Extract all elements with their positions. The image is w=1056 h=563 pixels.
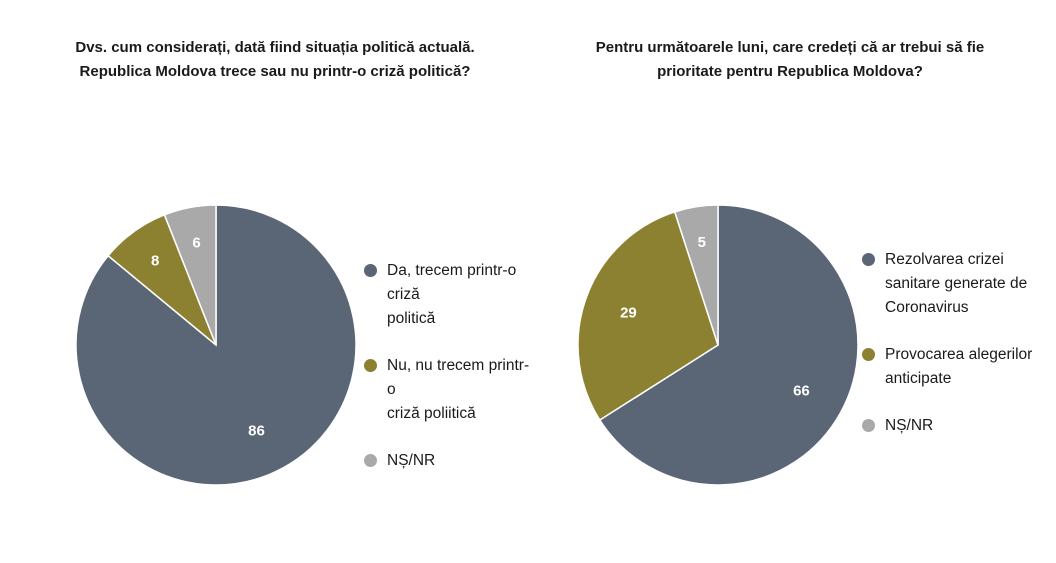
legend-item: Da, trecem printr-o criză politică bbox=[364, 259, 534, 331]
pie-slice bbox=[598, 204, 859, 486]
chart-title-left: Dvs. cum considerați, dată fiind situați… bbox=[75, 39, 475, 80]
legend-item: Provocarea alegerilor anticipate bbox=[862, 343, 1054, 391]
legend-marker bbox=[364, 454, 377, 467]
slice-value-label: 86 bbox=[248, 423, 265, 440]
slice-value-label: 6 bbox=[192, 235, 200, 252]
legend-marker bbox=[862, 253, 875, 266]
legend-label: Nu, nu trecem printr-o criză poliitică bbox=[387, 357, 530, 422]
legend-marker bbox=[862, 348, 875, 361]
legend-item: Rezolvarea crizei sanitare generate de C… bbox=[862, 248, 1054, 320]
slice-value-label: 8 bbox=[151, 253, 159, 270]
chart-title-right: Pentru următoarele luni, care credeți că… bbox=[595, 39, 985, 80]
legend-label: NȘ/NR bbox=[885, 417, 934, 434]
legend-marker bbox=[862, 419, 875, 432]
legend-label: Rezolvarea crizei sanitare generate de C… bbox=[885, 251, 1028, 316]
pie-slice bbox=[673, 204, 719, 346]
pie-slice bbox=[163, 204, 217, 346]
legend-label: Da, trecem printr-o criză politică bbox=[387, 262, 517, 327]
slice-value-label: 5 bbox=[698, 234, 706, 251]
legend-item: NȘ/NR bbox=[862, 414, 1054, 438]
legend-item: NȘ/NR bbox=[364, 449, 534, 473]
pie-slice bbox=[577, 210, 719, 422]
slice-value-label: 66 bbox=[793, 382, 810, 399]
pie-chart-right: 66 29 5 bbox=[577, 204, 859, 486]
slice-value-label: 29 bbox=[620, 304, 637, 321]
legend-left: Da, trecem printr-o criză politică Nu, n… bbox=[364, 259, 534, 496]
legend-label: NȘ/NR bbox=[387, 452, 436, 469]
chart-panel-left: Dvs. cum considerați, dată fiind situați… bbox=[75, 39, 529, 486]
chart-panel-right: Pentru următoarele luni, care credeți că… bbox=[530, 0, 1056, 563]
legend-right: Rezolvarea crizei sanitare generate de C… bbox=[862, 248, 1054, 461]
legend-label: Provocarea alegerilor anticipate bbox=[885, 346, 1033, 387]
legend-marker bbox=[364, 359, 377, 372]
legend-marker bbox=[364, 264, 377, 277]
legend-item: Nu, nu trecem printr-o criză poliitică bbox=[364, 354, 534, 426]
